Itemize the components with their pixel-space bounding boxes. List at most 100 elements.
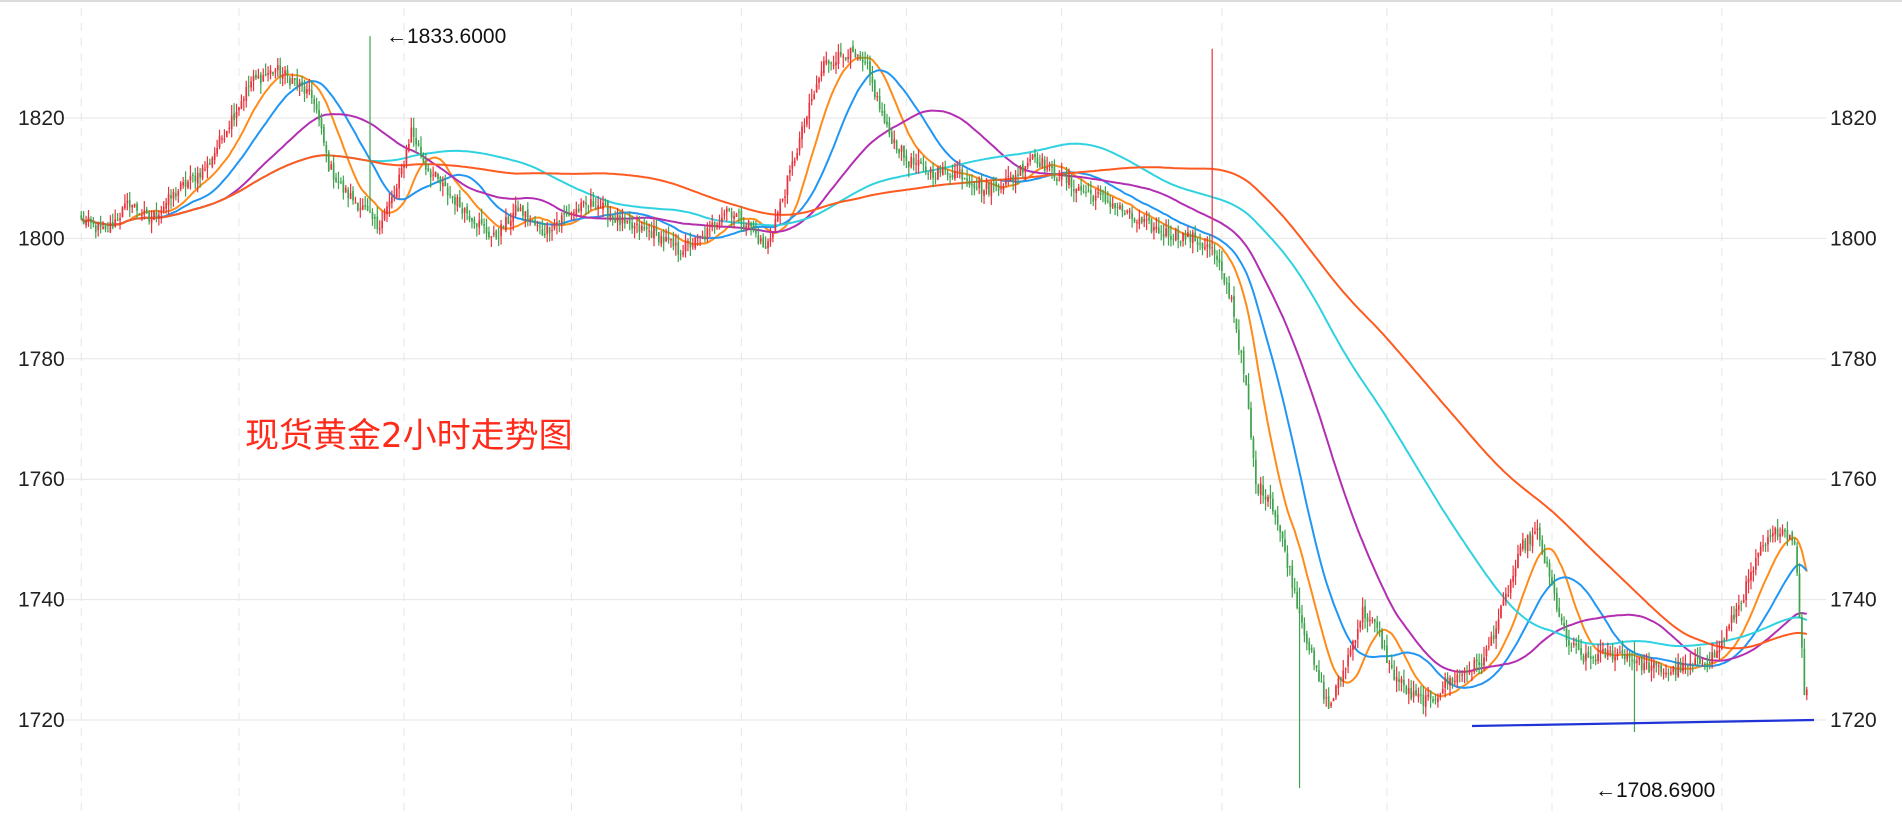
candle-body bbox=[371, 212, 374, 220]
candle-body bbox=[1398, 679, 1400, 682]
candle-body bbox=[735, 213, 738, 217]
candle-body bbox=[1114, 203, 1116, 209]
candle-body bbox=[878, 96, 881, 110]
candle-body bbox=[1121, 205, 1124, 212]
candle-body bbox=[306, 89, 308, 94]
y-tick-label-left: 1820 bbox=[18, 107, 65, 130]
candle-body bbox=[733, 216, 735, 220]
candle-body bbox=[1337, 678, 1340, 689]
support-line bbox=[1471, 718, 1815, 728]
candle-body bbox=[376, 216, 379, 229]
candle-body bbox=[1247, 383, 1250, 409]
candle-body bbox=[1648, 662, 1650, 673]
candle-body bbox=[602, 202, 604, 210]
ma-line-60 bbox=[80, 154, 1807, 650]
candle-body bbox=[1395, 676, 1398, 682]
candle-body bbox=[114, 219, 117, 227]
candle-body bbox=[708, 225, 711, 227]
candle-body bbox=[667, 237, 670, 241]
candle-body bbox=[1162, 234, 1165, 238]
candle-body bbox=[873, 80, 876, 98]
candle-body bbox=[1255, 459, 1257, 485]
candle-body bbox=[204, 169, 206, 171]
candle-body bbox=[757, 235, 760, 244]
candle-body bbox=[660, 235, 663, 245]
candle-body bbox=[1043, 159, 1046, 171]
candle-body bbox=[269, 70, 272, 74]
candle-body bbox=[454, 197, 456, 205]
candle-body bbox=[633, 226, 636, 229]
candle-body bbox=[1310, 648, 1313, 651]
candle-body bbox=[138, 213, 141, 215]
candle-body bbox=[704, 236, 706, 240]
candle-body bbox=[1519, 546, 1522, 555]
candle-body bbox=[1412, 691, 1415, 698]
candle-body bbox=[509, 220, 512, 227]
candle-body bbox=[1677, 663, 1680, 677]
candle-body bbox=[721, 217, 723, 223]
candle-body bbox=[262, 75, 265, 82]
candle-body bbox=[128, 199, 131, 208]
candle-body bbox=[522, 205, 524, 216]
candle-body bbox=[1369, 619, 1371, 621]
candle-body bbox=[252, 76, 255, 81]
candle-body bbox=[869, 61, 871, 76]
candle-body bbox=[565, 213, 568, 215]
candle-body bbox=[1638, 657, 1641, 660]
candle-body bbox=[1085, 191, 1087, 193]
candle-body bbox=[1791, 532, 1794, 541]
candle-body bbox=[1570, 646, 1573, 648]
candle-body bbox=[1213, 249, 1216, 255]
candle-body bbox=[830, 62, 832, 64]
y-tick-label-left: 1800 bbox=[18, 227, 65, 250]
candle-body bbox=[488, 231, 490, 238]
candle-body bbox=[327, 152, 330, 172]
candle-body bbox=[1024, 166, 1027, 173]
candle-body bbox=[446, 187, 449, 196]
overlays bbox=[1471, 718, 1815, 728]
candle-body bbox=[1575, 643, 1578, 646]
candle-body bbox=[1322, 682, 1325, 700]
candle-body bbox=[941, 167, 944, 176]
candle-body bbox=[505, 216, 507, 231]
candle-body bbox=[1179, 241, 1182, 243]
candle-body bbox=[1364, 606, 1366, 619]
candle-body bbox=[267, 73, 269, 76]
candle-body bbox=[643, 227, 646, 230]
candle-body bbox=[1240, 350, 1243, 353]
candle-body bbox=[813, 94, 816, 100]
candle-body bbox=[374, 217, 376, 219]
candle-body bbox=[502, 225, 505, 229]
candle-body bbox=[1762, 545, 1764, 547]
candle-body bbox=[1699, 656, 1701, 664]
y-tick-label-right: 1760 bbox=[1830, 468, 1877, 491]
candle-body bbox=[492, 232, 495, 235]
candle-body bbox=[711, 222, 714, 228]
candle-body bbox=[461, 208, 464, 214]
candle-body bbox=[1347, 655, 1349, 667]
candle-body bbox=[990, 184, 993, 196]
candle-body bbox=[796, 152, 799, 159]
candle-body bbox=[934, 178, 937, 180]
candle-body bbox=[1238, 329, 1240, 350]
candle-body bbox=[1221, 261, 1223, 272]
candle-body bbox=[883, 110, 886, 123]
candle-body bbox=[682, 251, 684, 255]
candle-body bbox=[420, 146, 422, 157]
candle-body bbox=[1053, 166, 1056, 178]
candle-body bbox=[1352, 641, 1354, 651]
candle-body bbox=[1143, 218, 1146, 223]
candle-body bbox=[320, 118, 323, 129]
candle-body bbox=[359, 208, 362, 210]
candle-body bbox=[1558, 607, 1561, 617]
candle-body bbox=[1034, 154, 1036, 158]
candle-body bbox=[958, 170, 961, 172]
candle-body bbox=[1007, 175, 1010, 177]
candle-body bbox=[740, 210, 743, 224]
candle-body bbox=[759, 238, 762, 242]
candle-body bbox=[1063, 174, 1065, 176]
candle-body bbox=[1441, 688, 1444, 694]
candle-body bbox=[1257, 484, 1260, 494]
candle-body bbox=[1126, 210, 1129, 213]
candle-body bbox=[344, 187, 347, 192]
